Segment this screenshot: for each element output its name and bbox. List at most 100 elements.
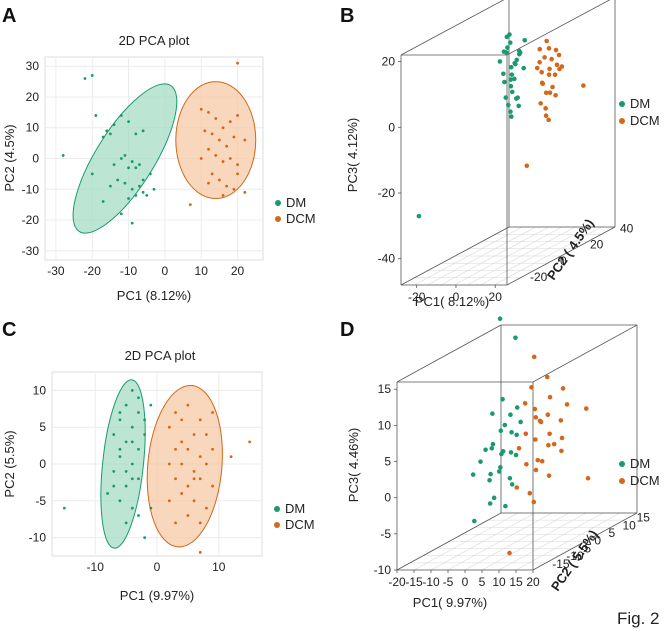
y-tick-label: 0 — [560, 254, 567, 268]
data-point-dm — [503, 503, 508, 509]
data-point-dcm — [174, 411, 177, 414]
data-point-dcm — [180, 440, 184, 444]
data-point-dcm — [507, 550, 512, 556]
data-point-dm — [416, 213, 422, 219]
data-point-dm — [490, 411, 495, 416]
data-point-dm — [516, 48, 522, 54]
data-point-dcm — [221, 194, 225, 197]
data-point-dcm — [186, 447, 190, 451]
data-point-dcm — [546, 442, 551, 448]
bounding-box-edge — [396, 512, 502, 571]
data-point-dcm — [531, 354, 537, 360]
data-point-dcm — [236, 172, 239, 176]
data-point-dcm — [210, 132, 214, 136]
x-tick-label: -10 — [87, 560, 105, 574]
data-point-dcm — [531, 499, 537, 505]
data-point-dm — [508, 83, 514, 89]
data-point-dm — [508, 77, 514, 82]
data-point-dcm — [559, 435, 565, 441]
z-tick-label: 20 — [382, 55, 396, 69]
data-point-dm — [497, 59, 503, 64]
data-point-dm — [127, 120, 130, 123]
data-point-dm — [506, 102, 511, 108]
data-point-dm — [105, 129, 109, 133]
bounding-box-edge — [400, 0, 505, 56]
panel-label: A — [2, 5, 16, 27]
data-point-dcm — [203, 129, 207, 133]
legend-marker-dcm — [619, 118, 625, 124]
data-point-dm — [516, 51, 522, 57]
data-point-dcm — [524, 461, 529, 467]
data-point-dcm — [551, 441, 557, 447]
data-point-dcm — [199, 157, 203, 160]
bounding-box-edge — [506, 226, 616, 286]
z-tick-label: 0 — [388, 120, 395, 134]
data-point-dm — [141, 190, 145, 194]
data-point-dm — [508, 109, 513, 114]
y-tick-label: 40 — [620, 222, 634, 236]
data-point-dcm — [236, 114, 239, 117]
y-tick-label: 10 — [33, 383, 47, 397]
data-point-dm — [101, 200, 105, 203]
data-point-dm — [470, 472, 476, 477]
data-point-dm — [137, 514, 140, 517]
x-tick-label: 20 — [526, 575, 540, 589]
data-point-dm — [502, 422, 508, 428]
data-point-dm — [143, 418, 147, 422]
data-point-dcm — [167, 425, 171, 429]
data-point-dcm — [221, 160, 225, 163]
data-point-dm — [130, 425, 134, 429]
data-point-dcm — [180, 418, 184, 422]
data-point-dcm — [188, 203, 192, 207]
data-point-dcm — [534, 65, 540, 71]
x-tick-label: -5 — [443, 575, 454, 589]
data-point-dcm — [545, 412, 551, 418]
data-point-dm — [149, 403, 153, 407]
y-tick-label: 30 — [26, 59, 40, 73]
data-point-dm — [112, 163, 116, 167]
data-point-dcm — [544, 38, 549, 44]
y-tick-label: 0 — [32, 152, 39, 166]
x-tick-label: 0 — [453, 290, 460, 304]
data-point-dcm — [228, 157, 232, 160]
data-point-dcm — [192, 499, 196, 503]
data-point-dm — [83, 77, 87, 80]
data-point-dm — [507, 40, 513, 45]
legend-label: DCM — [630, 113, 660, 128]
data-point-dm — [505, 45, 510, 50]
data-point-dm — [123, 181, 127, 185]
data-point-dcm — [205, 506, 208, 510]
data-point-dm — [116, 178, 120, 182]
data-point-dm — [119, 114, 123, 117]
data-point-dm — [512, 60, 517, 66]
data-point-dm — [513, 96, 519, 101]
data-point-dcm — [210, 172, 214, 176]
y-tick-label: 5 — [608, 526, 615, 540]
y-axis-label: PC2 ( 4.5%) — [544, 216, 597, 283]
z-axis-label: PC3( 4.46%) — [346, 428, 361, 502]
data-point-dm — [130, 462, 134, 466]
data-point-dm — [106, 492, 109, 495]
data-point-dcm — [547, 431, 552, 437]
z-tick-label: -20 — [378, 186, 396, 200]
data-point-dcm — [236, 61, 239, 65]
y-tick-label: -5 — [580, 541, 591, 555]
data-point-dcm — [559, 448, 564, 454]
data-point-dcm — [543, 106, 548, 111]
data-point-dm — [509, 429, 514, 435]
floor-gridline — [481, 512, 587, 571]
data-point-dm — [490, 441, 496, 447]
data-point-dm — [487, 501, 493, 506]
data-point-dcm — [211, 447, 214, 451]
y-tick-label: -20 — [22, 213, 40, 227]
data-point-dm — [130, 187, 134, 191]
data-point-dcm — [524, 163, 530, 169]
y-tick-label: -5 — [35, 494, 46, 508]
data-point-dcm — [180, 462, 184, 466]
data-point-dm — [508, 412, 513, 418]
figure-label: Fig. 2 — [617, 609, 660, 628]
data-point-dcm — [547, 394, 553, 400]
data-point-dcm — [535, 457, 541, 463]
x-tick-label: 10 — [492, 575, 506, 589]
